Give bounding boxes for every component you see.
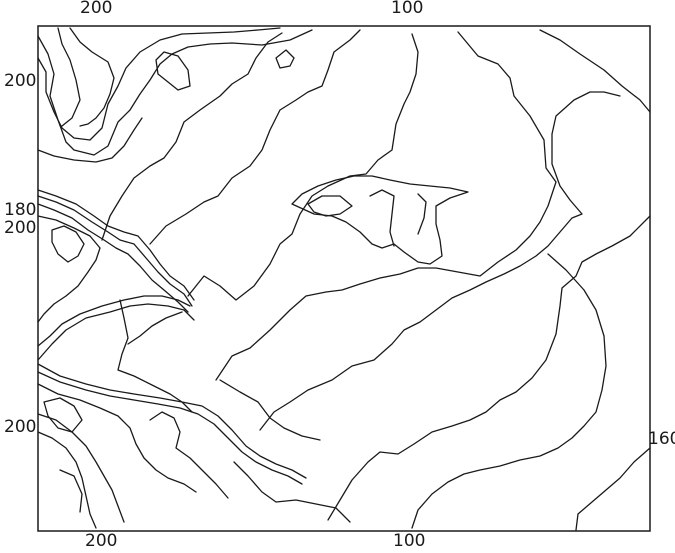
- contour-line: [117, 299, 193, 413]
- contour-line: [37, 203, 189, 313]
- contour-line: [37, 215, 101, 323]
- contour-line: [219, 379, 321, 441]
- contour-line: [291, 175, 469, 265]
- contour-line: [275, 49, 295, 69]
- contour-line: [57, 27, 81, 127]
- contour-line: [101, 32, 283, 241]
- contour-line: [411, 253, 607, 529]
- contour-line: [215, 31, 557, 381]
- contour-line: [155, 51, 191, 91]
- map-frame: [37, 25, 651, 532]
- contour-line: [43, 397, 83, 433]
- contour-line: [233, 461, 351, 523]
- contour-line: [307, 195, 353, 217]
- contour-value-label: 100: [393, 531, 426, 551]
- contour-line: [37, 27, 281, 141]
- contour-line: [59, 469, 83, 513]
- contour-value-label: 100: [391, 0, 424, 18]
- contour-value-label: 180: [4, 200, 37, 220]
- contour-line: [327, 215, 651, 521]
- contour-line: [69, 27, 115, 127]
- contour-line: [37, 363, 307, 479]
- contour-value-label: 200: [85, 531, 118, 551]
- contour-value-label: 200: [80, 0, 113, 18]
- contour-value-label: 200: [4, 417, 37, 437]
- contour-line: [417, 193, 427, 235]
- contour-value-label: 200: [4, 71, 37, 91]
- contour-line: [37, 431, 97, 529]
- contour-line: [187, 33, 419, 301]
- contour-line: [575, 447, 651, 531]
- contour-line: [149, 29, 361, 245]
- contour-line: [539, 29, 651, 113]
- contour-line: [149, 411, 229, 499]
- contour-line: [37, 303, 195, 361]
- contour-line: [127, 311, 183, 345]
- contour-line: [37, 189, 195, 301]
- contour-line: [37, 195, 193, 307]
- contour-line: [37, 371, 303, 485]
- contour-line: [369, 189, 395, 247]
- contour-line: [51, 225, 85, 263]
- contour-line: [37, 383, 197, 493]
- contour-value-label: 160: [648, 429, 675, 449]
- contour-line: [37, 29, 313, 156]
- contour-line: [37, 117, 143, 163]
- contour-value-label: 200: [4, 218, 37, 238]
- contour-line: [37, 413, 125, 523]
- contour-line: [37, 295, 191, 347]
- contour-line: [259, 91, 621, 431]
